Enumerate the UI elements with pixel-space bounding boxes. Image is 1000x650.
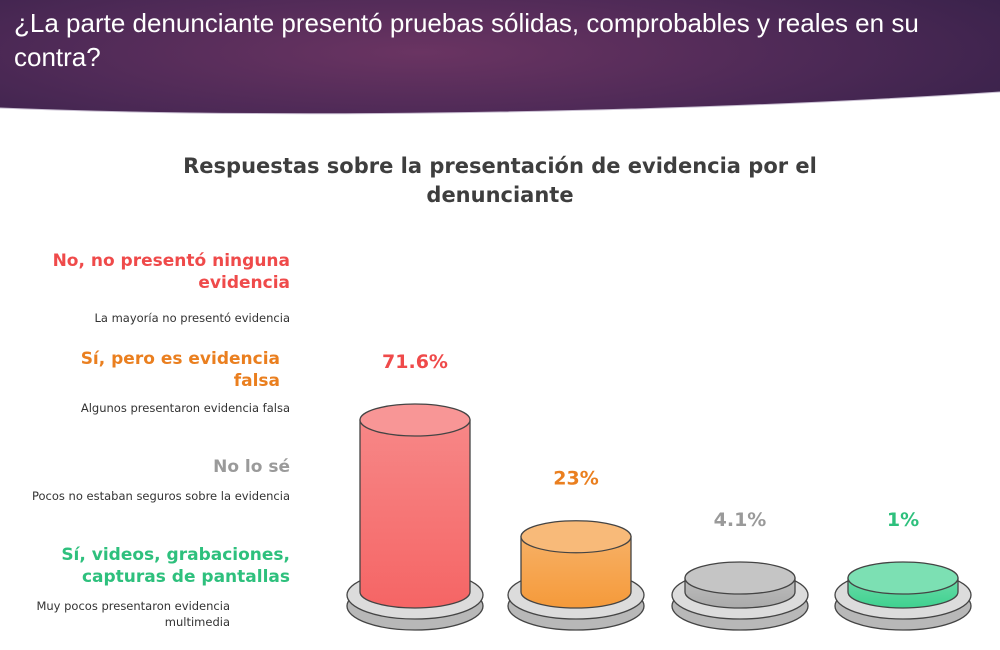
legend-item-unsure: No lo sé Pocos no estaban seguros sobre … — [30, 456, 290, 504]
legend-title-unsure: No lo sé — [213, 457, 290, 477]
bar-body-false-evidence — [520, 536, 632, 609]
legend-title-multimedia: Sí, videos, grabaciones, capturas de pan… — [61, 545, 290, 587]
slide-header-banner: ¿La parte denunciante presentó pruebas s… — [0, 0, 1000, 150]
legend-item-multimedia: Sí, videos, grabaciones, capturas de pan… — [30, 544, 290, 630]
legend-desc-false-evidence: Algunos presentaron evidencia falsa — [80, 401, 290, 415]
legend-title-no-evidence: No, no presentó ninguna evidencia — [52, 251, 290, 293]
bar-false-evidence — [507, 520, 645, 631]
legend-title-false-evidence: Sí, pero es evidencia falsa — [80, 349, 280, 391]
bar-no-evidence — [346, 403, 484, 631]
legend-desc-multimedia: Muy pocos presentaron evidencia multimed… — [36, 599, 230, 629]
value-label-false-evidence: 23% — [553, 468, 598, 490]
bar-top-false-evidence — [520, 520, 632, 554]
bar-multimedia — [834, 561, 972, 631]
legend-desc-unsure: Pocos no estaban seguros sobre la eviden… — [31, 489, 290, 503]
chart-title: Respuestas sobre la presentación de evid… — [183, 154, 817, 207]
legend-desc-no-evidence: La mayoría no presentó evidencia — [94, 311, 290, 325]
banner-wave-decoration — [0, 91, 1000, 150]
bar-top-multimedia — [847, 561, 959, 595]
slide-question: ¿La parte denunciante presentó pruebas s… — [14, 8, 919, 72]
value-label-unsure: 4.1% — [714, 509, 767, 531]
bar-top-no-evidence — [359, 403, 471, 437]
value-label-multimedia: 1% — [887, 509, 919, 531]
bar-body-no-evidence — [359, 419, 471, 609]
legend-item-false-evidence: Sí, pero es evidencia falsa Algunos pres… — [50, 348, 290, 416]
value-label-no-evidence: 71.6% — [382, 351, 448, 373]
legend-item-no-evidence: No, no presentó ninguna evidencia La may… — [0, 250, 290, 326]
bar-unsure — [671, 561, 809, 631]
bar-top-unsure — [684, 561, 796, 595]
